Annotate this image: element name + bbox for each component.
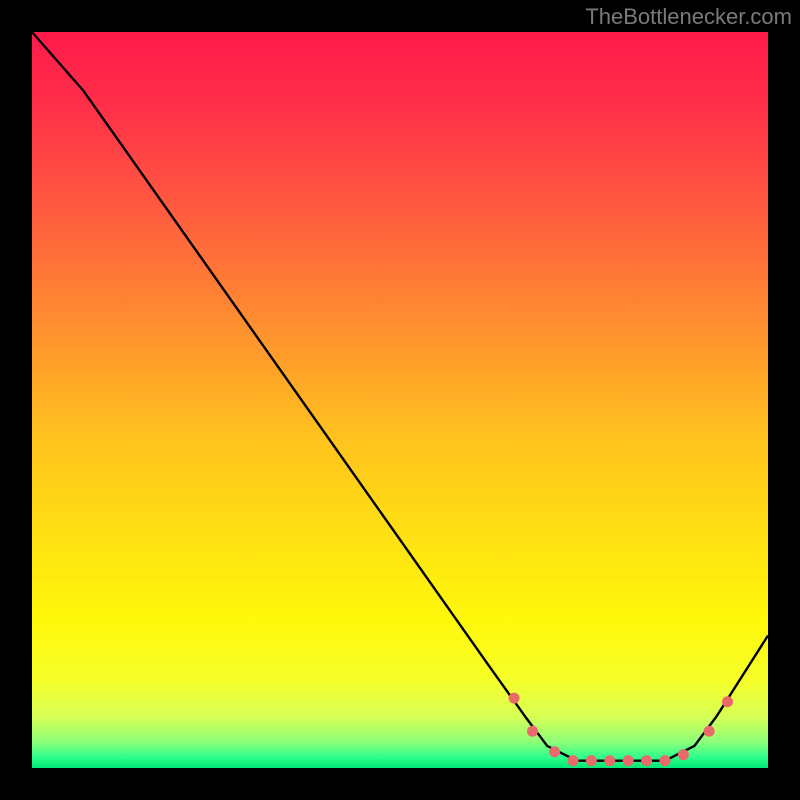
data-marker <box>586 755 597 766</box>
watermark-text: TheBottlenecker.com <box>585 4 792 30</box>
chart-canvas <box>0 0 800 800</box>
data-marker <box>509 693 520 704</box>
data-marker <box>527 726 538 737</box>
data-marker <box>678 749 689 760</box>
data-marker <box>604 755 615 766</box>
data-marker <box>549 746 560 757</box>
plot-background <box>32 32 768 768</box>
chart-container: TheBottlenecker.com <box>0 0 800 800</box>
data-marker <box>704 726 715 737</box>
data-marker <box>567 755 578 766</box>
data-marker <box>659 755 670 766</box>
data-marker <box>623 755 634 766</box>
data-marker <box>641 755 652 766</box>
data-marker <box>722 696 733 707</box>
